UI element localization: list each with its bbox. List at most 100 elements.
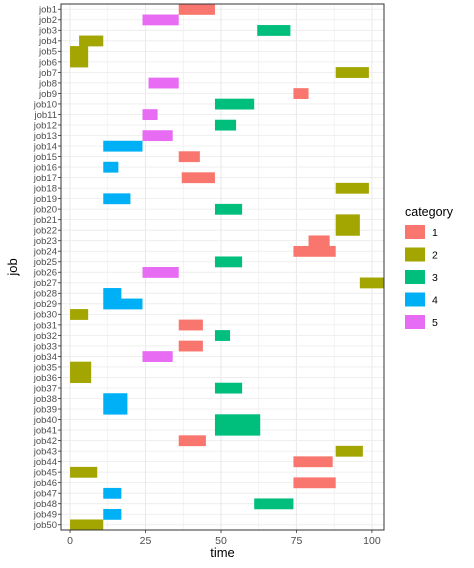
y-tick-label: job36 <box>33 373 57 384</box>
y-tick-label: job2 <box>38 15 57 26</box>
bar-job6 <box>70 56 89 68</box>
bar-job43 <box>335 445 363 457</box>
bar-job34 <box>142 351 173 362</box>
bar-job40 <box>214 414 261 426</box>
legend-label-5: 5 <box>432 317 438 329</box>
legend-key-1 <box>405 225 425 239</box>
bar-job42 <box>178 435 206 447</box>
bar-job19 <box>103 193 131 205</box>
y-tick-label: job6 <box>38 57 57 68</box>
y-tick-label: job12 <box>33 120 57 131</box>
bar-job18 <box>335 182 369 194</box>
legend-key-3 <box>405 270 425 284</box>
y-tick-label: job22 <box>33 226 57 237</box>
y-tick-label: job43 <box>33 447 57 458</box>
y-tick-label: job11 <box>33 110 57 121</box>
y-tick-label: job50 <box>33 520 57 531</box>
y-axis-title: job <box>5 258 20 276</box>
y-tick-label: job45 <box>33 468 57 479</box>
x-tick-label: 0 <box>67 535 73 547</box>
bar-job12 <box>214 119 237 131</box>
bar-job33 <box>178 340 203 352</box>
legend-key-4 <box>405 292 425 307</box>
bar-job26 <box>142 267 179 278</box>
bar-job22 <box>335 224 360 236</box>
y-tick-label: job32 <box>33 331 57 342</box>
bar-job38 <box>103 393 128 405</box>
y-tick-label: job27 <box>33 278 57 289</box>
y-tick-label: job25 <box>33 257 57 268</box>
bar-job21 <box>335 214 360 226</box>
bar-job16 <box>103 161 119 173</box>
bar-job5 <box>70 46 89 57</box>
y-tick-label: job28 <box>33 289 57 300</box>
bar-job25 <box>214 256 243 268</box>
x-tick-label: 75 <box>291 535 303 547</box>
bar-job24 <box>293 245 336 257</box>
bar-job7 <box>335 67 369 78</box>
bar-job46 <box>293 477 336 489</box>
bar-job20 <box>214 203 243 215</box>
y-tick-label: job24 <box>33 247 57 258</box>
y-tick-label: job9 <box>38 89 57 100</box>
x-tick-label: 25 <box>140 535 152 547</box>
bar-job35 <box>70 361 92 373</box>
y-tick-label: job46 <box>33 478 57 489</box>
y-tick-label: job31 <box>33 320 57 331</box>
y-tick-label: job47 <box>33 489 57 500</box>
bar-job13 <box>142 130 173 142</box>
bar-job23 <box>308 235 330 247</box>
bar-job11 <box>142 109 158 121</box>
y-tick-label: job37 <box>33 383 57 394</box>
legend-label-3: 3 <box>432 272 438 284</box>
bar-job10 <box>214 98 255 110</box>
x-tick-labels: 0 25 50 75 100 <box>67 530 381 547</box>
bar-job32 <box>214 330 231 341</box>
y-tick-label: job30 <box>33 310 57 321</box>
y-tick-label: job49 <box>33 510 57 521</box>
y-tick-label: job3 <box>38 26 57 37</box>
y-tick-label: job41 <box>33 425 57 436</box>
bar-job45 <box>70 466 98 478</box>
y-tick-label: job8 <box>38 78 57 89</box>
x-tick-label: 100 <box>363 535 381 547</box>
bar-job44 <box>293 456 333 468</box>
bar-job2 <box>142 14 179 26</box>
y-tick-label: job1 <box>38 5 57 16</box>
bar-job29 <box>103 298 143 310</box>
legend-title: category <box>405 205 454 219</box>
y-tick-label: job26 <box>33 268 57 279</box>
y-tick-label: job7 <box>38 68 57 79</box>
bar-job49 <box>103 508 122 520</box>
legend-label-1: 1 <box>432 227 438 239</box>
bar-job48 <box>254 498 294 510</box>
bar-job9 <box>293 88 309 99</box>
bar-job39 <box>103 403 128 415</box>
x-tick-label: 50 <box>215 535 227 547</box>
y-tick-label: job14 <box>33 141 57 152</box>
bar-job31 <box>178 319 203 331</box>
bar-job30 <box>70 309 89 320</box>
y-tick-label: job33 <box>33 341 57 352</box>
y-tick-label: job19 <box>33 194 57 205</box>
bar-job15 <box>178 151 200 163</box>
y-tick-label: job4 <box>38 36 57 47</box>
y-tick-label: job48 <box>33 499 57 510</box>
legend-key-2 <box>405 247 425 262</box>
y-tick-label: job5 <box>38 47 57 58</box>
legend-label-4: 4 <box>432 295 438 307</box>
y-tick-label: job34 <box>33 352 57 363</box>
y-tick-label: job17 <box>33 173 57 184</box>
y-tick-label: job42 <box>33 436 57 447</box>
bar-job41 <box>214 424 261 436</box>
job-bars <box>70 4 384 531</box>
bar-job47 <box>103 487 122 499</box>
y-tick-label: job39 <box>33 404 57 415</box>
bar-job3 <box>257 25 291 36</box>
y-tick-label: job16 <box>33 162 57 173</box>
legend: category 1 2 3 4 5 <box>405 205 454 329</box>
bar-job28 <box>103 288 122 299</box>
bar-job37 <box>214 382 243 394</box>
y-tick-label: job18 <box>33 184 57 195</box>
